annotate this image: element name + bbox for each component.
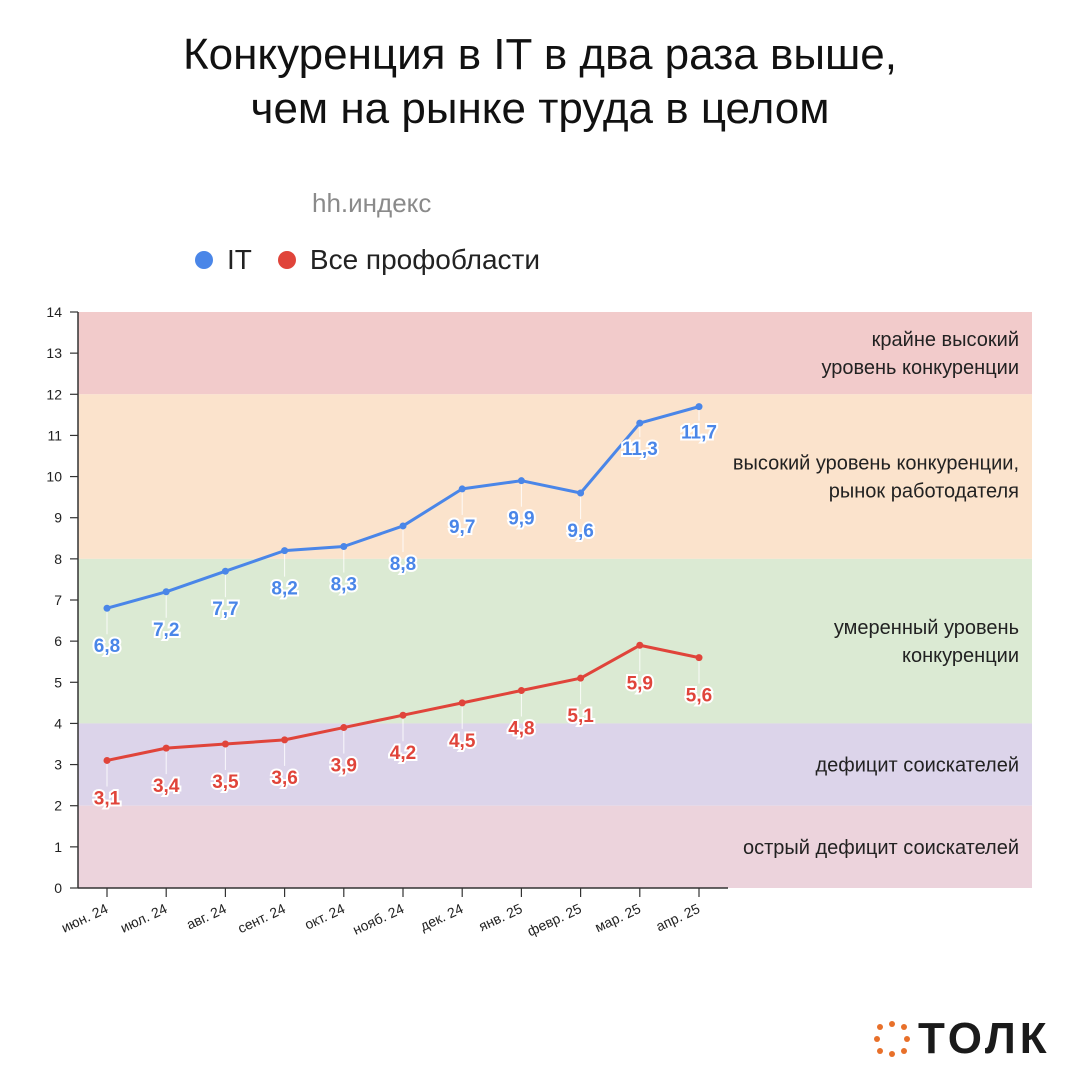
data-label: 4,5 <box>449 731 476 752</box>
legend-item-it: IT <box>195 244 252 276</box>
data-label: 8,3 <box>331 575 357 596</box>
y-tick-label: 6 <box>54 633 62 649</box>
series-point <box>517 477 525 485</box>
series-point <box>695 654 703 662</box>
x-tick-label: апр. 25 <box>653 900 702 934</box>
band-label-2-1: конкуренции <box>902 645 1019 667</box>
x-tick-label: сент. 24 <box>235 900 288 936</box>
data-label: 9,6 <box>567 521 593 542</box>
data-label: 5,9 <box>627 673 653 694</box>
line-chart: крайне высокий уровень конкуренции высокий… <box>46 304 1032 939</box>
data-label: 7,7 <box>212 599 238 620</box>
y-tick-label: 7 <box>54 592 62 608</box>
x-tick-label: июн. 24 <box>59 900 111 935</box>
data-label: 3,5 <box>212 772 239 793</box>
series-point <box>162 588 170 596</box>
series-point <box>517 687 525 695</box>
data-label: 3,4 <box>153 776 180 797</box>
y-tick-label: 5 <box>54 674 62 690</box>
series-point <box>281 547 289 555</box>
dotted-square-icon <box>874 1021 910 1057</box>
band-1 <box>78 394 1032 559</box>
x-tick-label: окт. 24 <box>302 900 347 932</box>
y-tick-label: 2 <box>54 798 62 814</box>
series-point <box>340 543 348 551</box>
y-tick-label: 14 <box>46 304 62 320</box>
band-3 <box>78 723 1032 806</box>
chart-legend: IT Все профобласти <box>195 244 566 276</box>
band-label-1-0: высокий уровень конкуренции, <box>733 453 1019 475</box>
data-label: 9,9 <box>508 509 534 530</box>
band-label-0-1: уровень конкуренции <box>821 357 1019 379</box>
data-label: 6,8 <box>94 636 120 657</box>
series-point <box>695 403 703 411</box>
y-tick-label: 4 <box>54 715 62 731</box>
x-tick-label: мар. 25 <box>592 900 643 935</box>
series-point <box>221 740 229 748</box>
data-label: 3,6 <box>271 768 297 789</box>
data-label: 3,9 <box>331 756 357 777</box>
title-line-2: чем на рынке труда в целом <box>250 84 830 133</box>
x-tick-label: авг. 24 <box>184 900 229 932</box>
series-point <box>340 724 348 732</box>
band-label-0-0: крайне высокий <box>872 329 1019 351</box>
data-label: 11,3 <box>622 439 658 460</box>
y-tick-label: 11 <box>47 427 62 443</box>
y-tick-label: 1 <box>54 839 62 855</box>
data-label: 7,2 <box>153 620 179 641</box>
y-tick-label: 9 <box>54 510 62 526</box>
y-tick-label: 10 <box>46 469 62 485</box>
series-point <box>221 567 229 575</box>
series-point <box>399 522 407 530</box>
legend-label-it: IT <box>227 244 252 275</box>
y-tick-label: 8 <box>54 551 62 567</box>
data-label: 5,6 <box>686 686 712 707</box>
band-label-2-0: умеренный уровень <box>834 617 1019 639</box>
y-tick-label: 12 <box>46 386 62 402</box>
legend-label-all: Все профобласти <box>309 244 540 275</box>
y-tick-label: 13 <box>46 345 62 361</box>
y-tick-label: 0 <box>54 880 62 896</box>
series-point <box>103 756 111 764</box>
data-label: 4,2 <box>390 743 416 764</box>
x-tick-label: янв. 25 <box>476 900 525 934</box>
data-label: 8,2 <box>271 579 297 600</box>
series-point <box>281 736 289 744</box>
band-4 <box>78 805 1032 888</box>
title-line-1: Конкуренция в IT в два раза выше, <box>182 30 897 79</box>
x-tick-label: февр. 25 <box>525 900 584 939</box>
data-label: 5,1 <box>567 706 594 727</box>
logo-text: ТОЛК <box>918 1014 1051 1063</box>
series-point <box>162 744 170 752</box>
series-point <box>577 489 585 497</box>
legend-dot-all <box>277 251 296 269</box>
page-title: Конкуренция в IT в два раза выше, чем на… <box>0 28 1080 136</box>
y-tick-label: 3 <box>54 757 62 773</box>
band-label-3-0: дефицит соискателей <box>815 755 1019 777</box>
x-tick-label: июл. 24 <box>118 900 170 936</box>
data-label: 11,7 <box>681 423 717 444</box>
series-point <box>636 419 644 427</box>
legend-dot-it <box>195 251 213 269</box>
series-point <box>458 485 466 493</box>
series-point <box>636 641 644 649</box>
data-label: 3,1 <box>94 788 121 809</box>
series-point <box>399 711 407 719</box>
series-point <box>103 604 111 612</box>
band-label-4-0: острый дефицит соискателей <box>743 837 1019 859</box>
data-label: 9,7 <box>449 517 475 538</box>
chart-subtitle: hh.индекс <box>312 188 432 218</box>
legend-item-all: Все профобласти <box>277 244 540 276</box>
band-0 <box>78 312 1032 395</box>
series-point <box>458 699 466 707</box>
data-label: 8,8 <box>390 554 416 575</box>
x-tick-label: нояб. 24 <box>350 900 406 938</box>
x-tick-label: дек. 24 <box>418 900 466 934</box>
band-2 <box>78 558 1032 724</box>
data-label: 4,8 <box>508 719 534 740</box>
brand-logo: ТОЛК <box>872 1014 1051 1064</box>
series-point <box>577 674 585 682</box>
band-label-1-1: рынок работодателя <box>829 481 1019 503</box>
